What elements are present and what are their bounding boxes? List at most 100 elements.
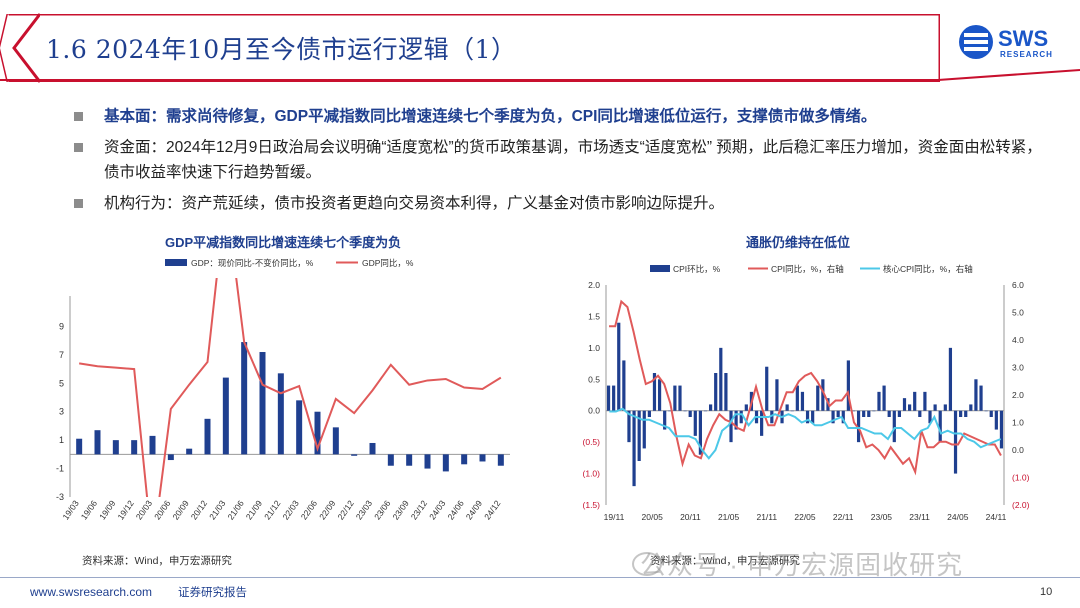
chart2-x-tick: 24/11: [986, 512, 1007, 522]
chart2-bar: [739, 410, 743, 424]
chart2-x-tick: 20/05: [642, 512, 664, 522]
chart1-x-tick: 22/03: [280, 498, 301, 521]
chart2-bar: [632, 410, 636, 487]
chart1-x-tick: 19/12: [115, 498, 136, 521]
footer-report-label: 证券研究报告: [178, 587, 247, 599]
chart2-bar: [760, 410, 764, 436]
chart2-bar: [994, 410, 998, 430]
chart2-bar: [918, 410, 922, 417]
chart2-bar: [979, 385, 983, 411]
chart1-bar: [241, 342, 248, 455]
chart2-bar: [862, 410, 866, 417]
chart1-x-tick: 23/12: [409, 498, 430, 521]
chart2-right-tick: 4.0: [1012, 335, 1024, 345]
chart1-x-tick: 21/09: [244, 498, 265, 521]
logo-text: SWS: [998, 26, 1049, 51]
chart1-x-tick: 20/06: [152, 498, 173, 521]
chart2-bar: [872, 410, 876, 412]
chart1-bar: [277, 373, 284, 455]
watermark: 公众号 · 申万宏源固收研究: [640, 550, 964, 580]
chart1-x-tick: 21/12: [262, 498, 283, 521]
chart1-x-tick: 23/03: [354, 498, 375, 521]
bullet-text: 机构行为：资产荒延续，债市投资者更趋向交易资本利得，广义基金对债市影响边际提升。: [104, 195, 725, 212]
chart2-right-tick: 5.0: [1012, 308, 1024, 318]
chart2-bar: [877, 391, 881, 411]
bullet-square-icon: [74, 112, 83, 121]
chart2-bar: [800, 391, 805, 411]
chart2-left-tick: (0.5): [583, 437, 601, 447]
chart2-bar: [688, 410, 692, 417]
chart2-bar: [678, 385, 682, 411]
chart1-y-tick: 1: [59, 435, 64, 445]
chart2-bar: [821, 379, 825, 411]
chart1-x-tick: 19/06: [79, 498, 100, 521]
chart1-x-tick: 22/09: [317, 498, 338, 521]
chart2-bar: [734, 410, 738, 430]
chart2-bar: [989, 410, 993, 417]
chart2-right-tick: (2.0): [1012, 500, 1030, 510]
chart1-bar: [387, 454, 394, 466]
chart2-bar: [765, 366, 769, 411]
chart1-x-tick: 20/03: [134, 498, 155, 521]
chart2-bar: [928, 410, 932, 424]
chart1-bar: [186, 448, 193, 455]
chart1-y-tick: 3: [59, 407, 64, 417]
chart2-left-tick: (1.0): [583, 469, 601, 479]
chart1-gdp-line: [79, 278, 502, 497]
chart1-x-tick: 22/06: [299, 498, 320, 521]
chart2-bar: [637, 410, 641, 461]
chart2-left-tick: 0.0: [588, 406, 600, 416]
chart2-x-tick: 22/11: [833, 512, 854, 522]
chart2-bar: [933, 404, 937, 411]
chart2-bar: [836, 410, 840, 417]
chart2-bar: [887, 410, 891, 417]
bullet-text: 资金面：2024年12月9日政治局会议明确“适度宽松”的货币政策基调，市场透支“…: [104, 139, 1042, 181]
chart2-bar: [652, 373, 657, 411]
chart2-bar: [703, 410, 708, 412]
chart2-left-tick: (1.5): [583, 500, 601, 510]
chart2-left-tick: 2.0: [588, 280, 600, 290]
chart2-bar: [698, 410, 702, 455]
chart2-bar: [795, 385, 799, 411]
chart2-bar: [841, 410, 845, 424]
chart2-left-tick: 1.5: [588, 311, 600, 321]
chart2-bar: [663, 410, 667, 430]
chart1-bar: [296, 400, 303, 455]
logo-subtext: RESEARCH: [1000, 50, 1053, 59]
chart1-y-tick: 7: [59, 350, 64, 360]
chart1-bar: [94, 430, 101, 455]
chart2-legend-core-label: 核心CPI同比，%，右轴: [883, 264, 973, 274]
chart2-bar: [867, 410, 871, 417]
title-red-underline: [0, 69, 1080, 81]
chart2-x-tick: 21/11: [756, 512, 777, 522]
chart2-bar: [984, 410, 988, 412]
bullet-liquidity: 资金面：2024年12月9日政治局会议明确“适度宽松”的货币政策基调，市场透支“…: [74, 135, 1044, 185]
sws-logo-icon: [959, 25, 993, 59]
chart2-bar: [627, 410, 631, 443]
chart1-title: GDP平减指数同比增速连续七个季度为负: [165, 235, 402, 250]
chart2-right-tick: 6.0: [1012, 280, 1024, 290]
chart1-bar: [442, 454, 449, 472]
chart2-bar: [770, 410, 774, 424]
chart2-bar: [790, 410, 794, 412]
chart2-bar: [948, 347, 953, 411]
gdp-deflator-chart: 97531-1-319/0319/0619/0919/1220/0320/062…: [56, 258, 510, 522]
chart1-bar: [259, 352, 266, 455]
chart1-bar: [76, 438, 83, 455]
chart2-bar: [709, 404, 713, 411]
chart2-x-tick: 20/11: [680, 512, 701, 522]
chart1-bar: [497, 454, 504, 466]
chart2-bar: [714, 373, 718, 411]
bullet-fundamentals: 基本面：需求尚待修复，GDP平减指数同比增速连续七个季度为负，CPI同比增速低位…: [74, 104, 1044, 129]
chart1-x-tick: 19/09: [97, 498, 118, 521]
chart1-x-tick: 21/03: [207, 498, 228, 521]
chart1-legend-line-label: GDP同比，%: [362, 258, 414, 268]
chart2-right-tick: 2.0: [1012, 390, 1024, 400]
footer-url-link[interactable]: www.swsresearch.com: [30, 585, 153, 599]
chart2-bar: [744, 404, 748, 411]
chart1-source: 资料来源：Wind，申万宏源研究: [82, 555, 232, 567]
chart2-right-tick: 1.0: [1012, 418, 1024, 428]
chart2-bar: [775, 379, 779, 411]
title-red-accent: [12, 13, 40, 83]
chart2-bar: [805, 410, 810, 424]
